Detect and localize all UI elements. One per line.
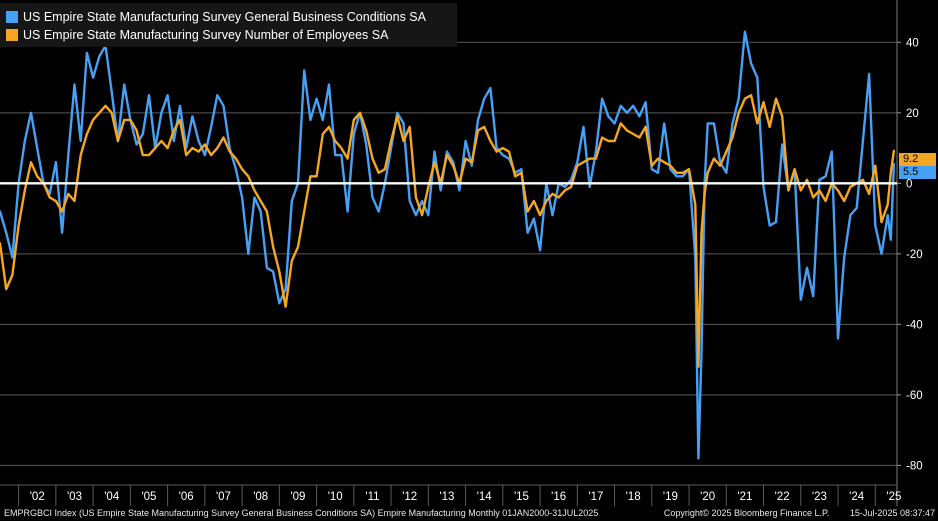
last-value-employees: 9.2 bbox=[899, 153, 936, 166]
last-value-general-conditions: 5.5 bbox=[899, 166, 936, 179]
x-tick-label: '12 bbox=[402, 491, 417, 503]
x-tick-label: '06 bbox=[179, 491, 194, 503]
x-tick-label: '05 bbox=[141, 491, 156, 503]
x-tick-label: '23 bbox=[812, 491, 827, 503]
x-tick-label: '21 bbox=[737, 491, 752, 503]
x-tick-label: '18 bbox=[626, 491, 641, 503]
legend-label-employees: US Empire State Manufacturing Survey Num… bbox=[23, 28, 389, 42]
x-tick-label: '14 bbox=[477, 491, 493, 503]
legend-swatch-blue bbox=[6, 11, 18, 23]
footer-source: EMPRGBCI Index (US Empire State Manufact… bbox=[4, 508, 599, 518]
legend-swatch-orange bbox=[6, 29, 18, 41]
x-tick-label: '22 bbox=[775, 491, 790, 503]
y-tick-label: -60 bbox=[906, 390, 923, 402]
legend-item-general-conditions: US Empire State Manufacturing Survey Gen… bbox=[6, 8, 426, 26]
y-tick-label: 40 bbox=[906, 37, 919, 49]
x-tick-label: '24 bbox=[849, 491, 865, 503]
x-tick-label: '13 bbox=[439, 491, 454, 503]
footer-copyright: Copyright© 2025 Bloomberg Finance L.P. bbox=[663, 508, 830, 518]
y-tick-label: -20 bbox=[906, 249, 923, 261]
x-tick-label: '20 bbox=[700, 491, 715, 503]
series-layer bbox=[0, 30, 896, 460]
x-tick-label: '07 bbox=[216, 491, 231, 503]
x-tick-label: '19 bbox=[663, 491, 678, 503]
x-tick-label: '04 bbox=[104, 491, 120, 503]
x-tick-label: '10 bbox=[328, 491, 343, 503]
x-axis: '02 '03 '04 '05 '06 '07 '08 '09 '10 '11 '12 '13 '14 '… bbox=[0, 484, 901, 506]
legend-item-employees: US Empire State Manufacturing Survey Num… bbox=[6, 26, 388, 44]
x-tick-label: '09 bbox=[290, 491, 305, 503]
footer-timestamp: 15-Jul-2025 08:37:47 bbox=[849, 508, 935, 518]
x-tick-label: '25 bbox=[886, 491, 901, 503]
legend-label-general-conditions: US Empire State Manufacturing Survey Gen… bbox=[23, 10, 426, 24]
legend: US Empire State Manufacturing Survey Gen… bbox=[0, 3, 457, 47]
x-tick-label: '16 bbox=[551, 491, 566, 503]
y-tick-label: -40 bbox=[906, 319, 923, 331]
footer: EMPRGBCI Index (US Empire State Manufact… bbox=[0, 506, 938, 521]
y-axis: 40 20 0 -20 -40 -60 -80 bbox=[896, 0, 923, 506]
x-tick-label: '08 bbox=[253, 491, 268, 503]
x-tick-label: '15 bbox=[514, 491, 529, 503]
y-tick-label: 20 bbox=[906, 108, 919, 120]
x-tick-label: '02 bbox=[30, 491, 45, 503]
y-tick-label: -80 bbox=[906, 460, 923, 472]
y-tick-label: 0 bbox=[906, 178, 912, 190]
x-tick-label: '17 bbox=[588, 491, 603, 503]
footer-right: Copyright© 2025 Bloomberg Finance L.P. 1… bbox=[664, 506, 935, 521]
series-line-employees bbox=[0, 94, 896, 368]
x-tick-label: '11 bbox=[365, 491, 379, 503]
x-tick-label: '03 bbox=[67, 491, 82, 503]
